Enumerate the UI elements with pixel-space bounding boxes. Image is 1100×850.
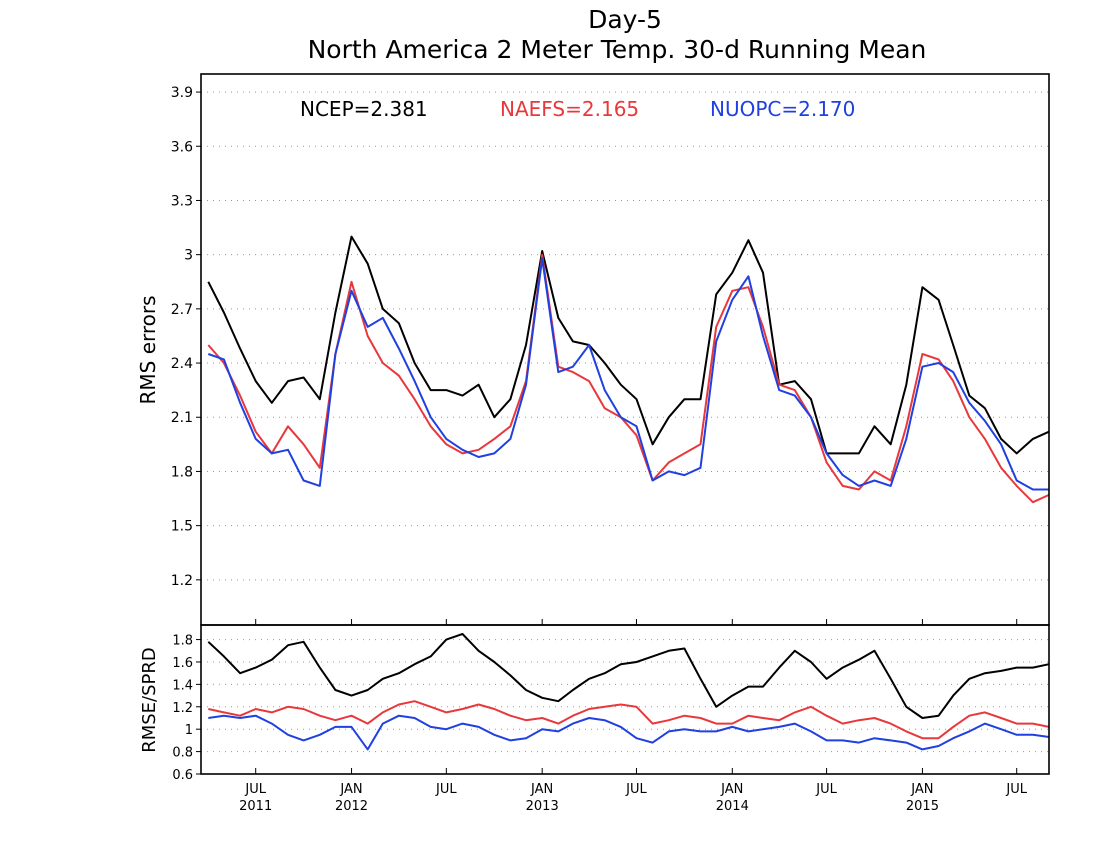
- x-tick-year-label: 2015: [906, 799, 939, 814]
- x-tick-month-label: JAN: [720, 782, 743, 797]
- top-y-axis: 1.2 1.5 1.8 2.1 2.4 2.7 3 3.3 3.6 3.9: [171, 85, 201, 589]
- legend-nuopc: NUOPC=2.170: [710, 97, 855, 121]
- legend-ncep: NCEP=2.381: [300, 97, 428, 121]
- bottom-series-ncep: [207, 633, 1050, 719]
- x-tick-month-label: JUL: [435, 782, 457, 797]
- bottom-y-tick-label: 0.8: [172, 746, 193, 761]
- top-y-tick-label: 1.5: [171, 519, 193, 535]
- x-tick-year-label: 2011: [239, 799, 272, 814]
- bottom-series-nuopc: [208, 714, 1050, 751]
- top-y-tick-label: 1.2: [171, 573, 193, 589]
- x-tick-month-label: JUL: [244, 782, 266, 797]
- top-series-naefs: [207, 253, 1050, 504]
- top-grid: [201, 91, 1049, 581]
- bottom-y-tick-label: 1.2: [172, 701, 193, 716]
- top-y-tick-label: 2.4: [171, 356, 193, 372]
- x-tick-month-label: JUL: [1005, 782, 1027, 797]
- top-series-nuopc: [207, 257, 1049, 491]
- x-tick-year-label: 2013: [526, 799, 559, 814]
- bottom-y-axis-label: RMSE/SPRD: [139, 647, 160, 753]
- bottom-series-naefs: [208, 700, 1050, 740]
- top-series-group: [207, 235, 1050, 504]
- bottom-y-tick-label: 1.8: [172, 634, 193, 649]
- top-y-axis-label: RMS errors: [136, 295, 160, 404]
- top-y-tick-label: 2.7: [171, 302, 193, 318]
- x-tick-year-label: 2014: [716, 799, 749, 814]
- top-y-tick-label: 3: [184, 248, 193, 264]
- x-tick-month-label: JAN: [530, 782, 553, 797]
- x-tick-month-label: JAN: [910, 782, 933, 797]
- bottom-y-tick-label: 1.6: [172, 656, 193, 671]
- chart-subtitle: North America 2 Meter Temp. 30-d Running…: [308, 35, 927, 64]
- bottom-y-tick-label: 0.6: [172, 768, 193, 783]
- bottom-y-tick-label: 1.4: [172, 678, 193, 693]
- top-y-tick-label: 3.3: [171, 193, 193, 209]
- bottom-y-tick-label: 1: [185, 723, 193, 738]
- x-tick-month-label: JUL: [625, 782, 647, 797]
- top-y-tick-label: 2.1: [171, 410, 193, 426]
- bottom-grid: [201, 639, 1049, 775]
- legend-naefs: NAEFS=2.165: [500, 97, 639, 121]
- bottom-series-group: [207, 633, 1050, 751]
- top-y-tick-label: 3.6: [171, 139, 193, 155]
- x-tick-month-label: JAN: [339, 782, 362, 797]
- bottom-plot-frame: [200, 624, 1050, 775]
- bottom-y-axis: 0.6 0.8 1 1.2 1.4 1.6 1.8: [172, 634, 201, 783]
- top-series-ncep: [207, 235, 1050, 455]
- x-tick-year-label: 2012: [335, 799, 368, 814]
- top-y-tick-label: 3.9: [171, 85, 193, 101]
- chart-title: Day-5: [588, 5, 662, 34]
- x-axis: JUL 2011 JAN 2012 JUL JAN 2013 JUL JAN 2014 JUL JAN…: [239, 619, 1028, 814]
- x-tick-month-label: JUL: [815, 782, 837, 797]
- top-y-tick-label: 1.8: [171, 464, 193, 480]
